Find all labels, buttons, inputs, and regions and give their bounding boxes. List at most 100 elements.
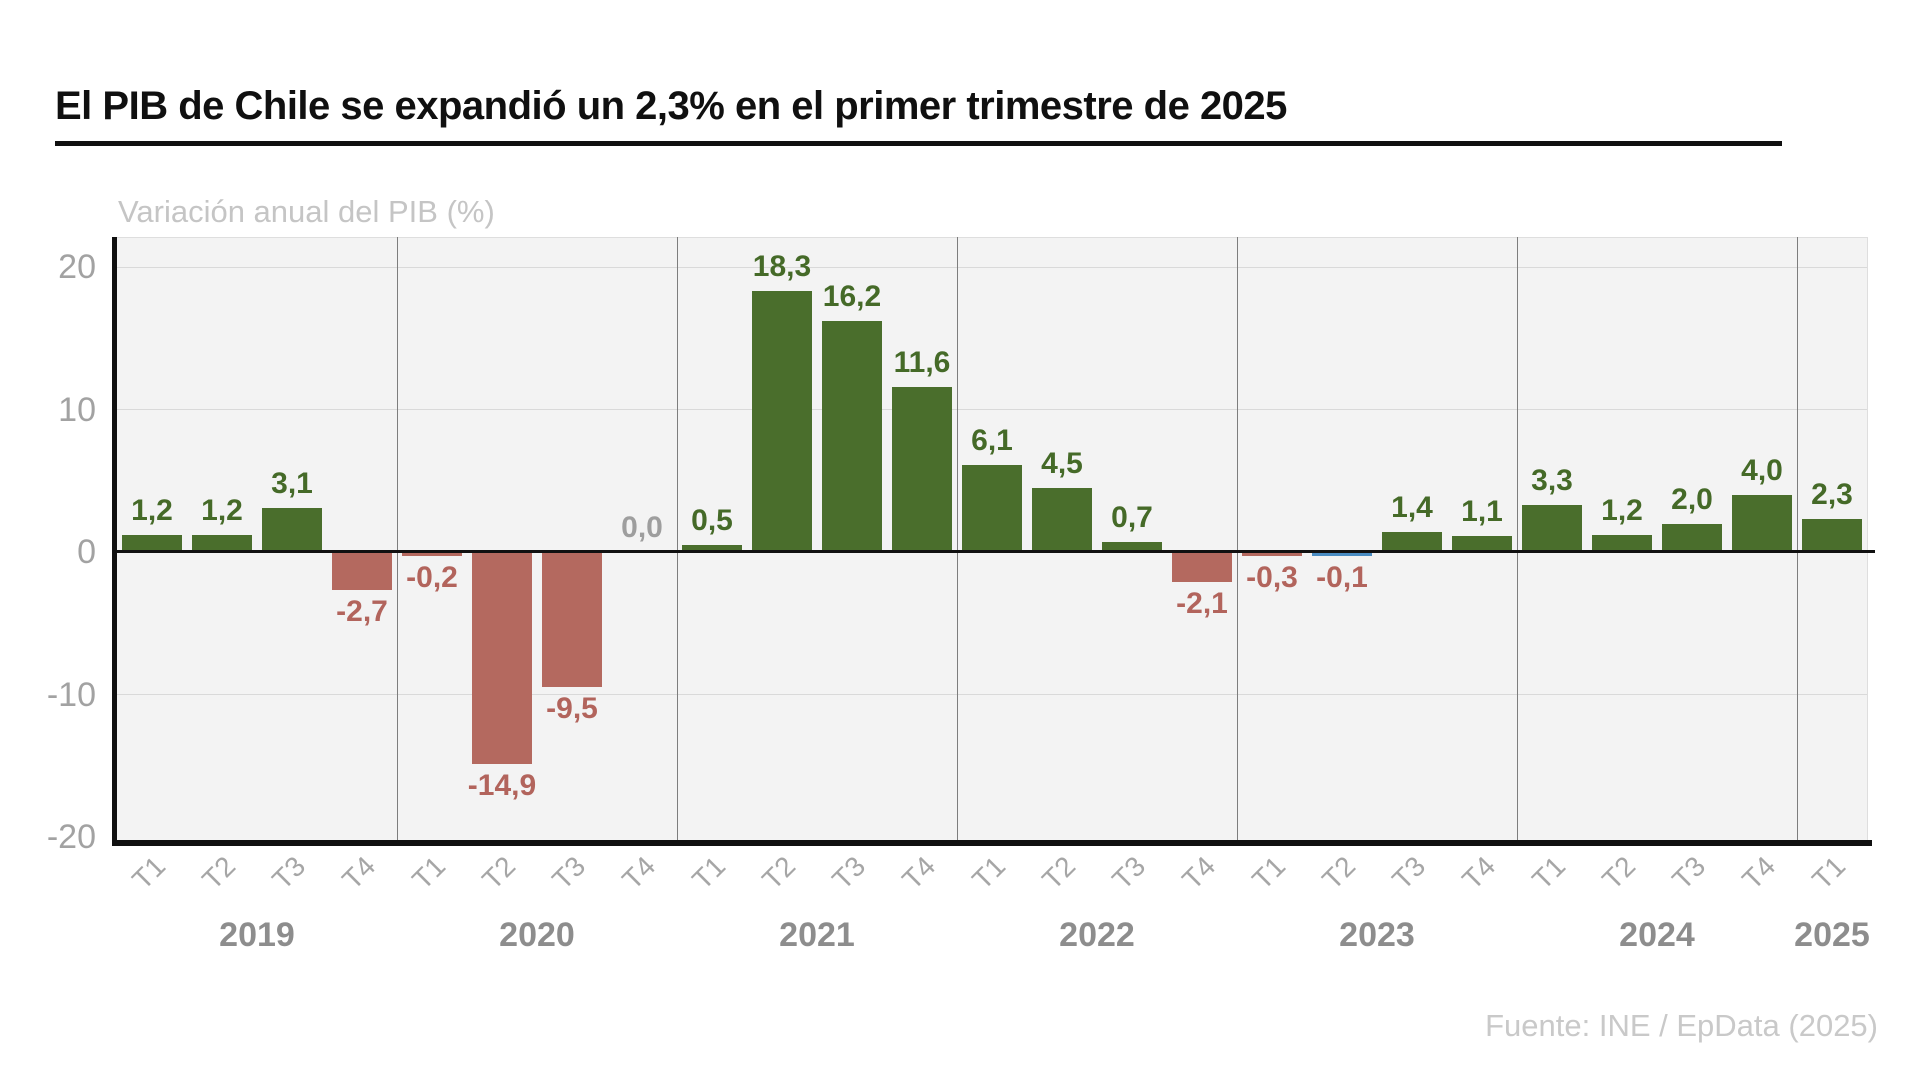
year-label: 2021	[779, 916, 855, 954]
bar[interactable]	[192, 534, 252, 552]
x-tick-label: T4	[1176, 850, 1222, 896]
y-tick-label: 10	[58, 390, 96, 429]
bar-value-label: 11,6	[893, 345, 951, 379]
year-separator	[396, 237, 398, 840]
x-tick-label: T1	[1806, 850, 1852, 896]
x-tick-label: T1	[1526, 850, 1572, 896]
bar[interactable]	[332, 552, 392, 591]
bar[interactable]	[472, 552, 532, 765]
y-tick-label: -10	[46, 675, 96, 714]
source-note: Fuente: INE / EpData (2025)	[1485, 1008, 1878, 1043]
year-label: 2020	[499, 916, 575, 954]
zero-line	[117, 550, 1875, 553]
bar-value-label: 1,2	[131, 493, 173, 527]
bar[interactable]	[1522, 504, 1582, 552]
x-tick-label: T3	[1106, 850, 1152, 896]
x-tick-label: T2	[756, 850, 802, 896]
bar[interactable]	[962, 465, 1022, 552]
bar[interactable]	[1732, 495, 1792, 552]
x-axis-line	[112, 840, 1872, 846]
year-label: 2019	[219, 916, 295, 954]
bar-value-label: 4,0	[1741, 454, 1783, 487]
x-tick-label: T2	[1036, 850, 1082, 896]
y-tick-label: 0	[77, 533, 96, 571]
h-gridline	[117, 694, 1867, 695]
bar[interactable]	[1382, 532, 1442, 552]
bar-value-label: 6,1	[971, 424, 1013, 458]
bar[interactable]	[1172, 552, 1232, 582]
bar-value-label: -14,9	[467, 769, 537, 803]
year-separator	[1796, 237, 1798, 840]
bar[interactable]	[1242, 552, 1302, 557]
bar-value-label: -0,1	[1316, 560, 1368, 594]
year-label: 2023	[1339, 916, 1415, 954]
year-label: 2025	[1794, 916, 1870, 954]
bar[interactable]	[1662, 523, 1722, 552]
bar[interactable]	[1592, 534, 1652, 552]
bar-value-label: -0,2	[406, 560, 458, 594]
x-tick-label: T4	[1736, 850, 1782, 896]
bar[interactable]	[1312, 552, 1372, 556]
year-separator	[676, 237, 678, 840]
h-gridline	[117, 409, 1867, 410]
bar[interactable]	[402, 552, 462, 556]
bar-value-label: -9,5	[546, 692, 598, 726]
bar-value-label: 1,1	[1461, 495, 1503, 529]
x-tick-label: T1	[406, 850, 452, 896]
x-tick-label: T2	[1596, 850, 1642, 896]
x-tick-label: T4	[896, 850, 942, 896]
bar[interactable]	[822, 321, 882, 552]
x-tick-label: T4	[1456, 850, 1502, 896]
x-tick-label: T4	[336, 850, 382, 896]
year-separator	[1516, 237, 1518, 840]
chart-title: El PIB de Chile se expandió un 2,3% en e…	[55, 84, 1287, 128]
bar[interactable]	[1032, 487, 1092, 552]
year-label: 2024	[1619, 916, 1695, 954]
bar[interactable]	[1802, 519, 1862, 552]
bar-value-label: 3,1	[271, 466, 313, 500]
bar-value-label: 2,3	[1811, 478, 1853, 512]
h-gridline	[117, 266, 1867, 268]
bar-value-label: 1,2	[201, 493, 243, 527]
x-tick-label: T2	[476, 850, 522, 896]
x-tick-label: T2	[196, 850, 242, 896]
bar-value-label: 18,3	[752, 250, 812, 284]
year-label: 2022	[1059, 916, 1135, 954]
y-axis-line	[112, 237, 117, 845]
x-tick-label: T1	[1246, 850, 1292, 896]
bar-value-label: 0,5	[691, 503, 733, 537]
y-tick-label: -20	[46, 818, 96, 856]
x-tick-label: T1	[686, 850, 732, 896]
year-separator	[1236, 237, 1238, 840]
x-tick-label: T2	[1316, 850, 1362, 896]
bar-value-label: 3,3	[1531, 463, 1573, 497]
bar[interactable]	[752, 291, 812, 552]
bar[interactable]	[1452, 536, 1512, 552]
x-tick-label: T3	[1386, 850, 1432, 896]
x-tick-label: T4	[616, 850, 662, 896]
bar-value-label: 4,5	[1041, 446, 1083, 480]
bar[interactable]	[262, 507, 322, 552]
bar[interactable]	[1102, 542, 1162, 552]
x-tick-label: T3	[1666, 850, 1712, 896]
bar-value-label: 0,0	[621, 511, 663, 544]
bar[interactable]	[682, 544, 742, 552]
bar-value-label: 2,0	[1671, 482, 1713, 516]
x-tick-label: T3	[826, 850, 872, 896]
bar-value-label: -2,1	[1176, 586, 1228, 620]
year-separator	[956, 237, 958, 840]
x-tick-label: T3	[266, 850, 312, 896]
bar[interactable]	[892, 386, 952, 552]
bar-value-label: 1,4	[1391, 491, 1433, 525]
bar-value-label: 1,2	[1601, 493, 1643, 527]
bar-value-label: 16,2	[822, 280, 882, 314]
bar-value-label: 0,7	[1111, 501, 1153, 535]
bar-value-label: -0,3	[1246, 561, 1298, 595]
x-tick-label: T1	[966, 850, 1012, 896]
bar[interactable]	[542, 552, 602, 688]
x-tick-label: T1	[126, 850, 172, 896]
bar[interactable]	[122, 534, 182, 552]
x-tick-label: T3	[546, 850, 592, 896]
chart-subtitle: Variación anual del PIB (%)	[118, 194, 495, 229]
